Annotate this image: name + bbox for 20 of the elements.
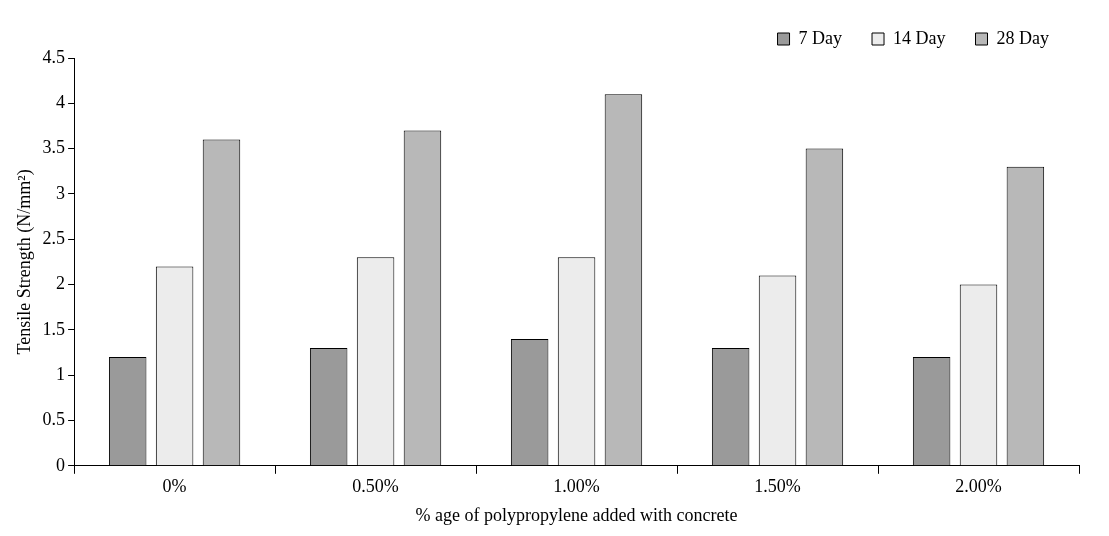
legend-label: 28 Day <box>996 27 1050 48</box>
y-tick-label: 2 <box>56 273 66 294</box>
y-axis-title: Tensile Strength (N/mm²) <box>13 169 35 355</box>
y-tick-label: 4.5 <box>42 46 66 67</box>
y-tick-label: 3.5 <box>42 137 66 158</box>
y-tick-label: 1 <box>56 363 66 384</box>
y-tick-label: 1.5 <box>42 318 66 339</box>
x-tick-label: 1.50% <box>754 476 801 497</box>
x-tick-label: 0.50% <box>352 476 399 497</box>
y-tick-label: 4 <box>56 92 66 113</box>
y-tick-label: 2.5 <box>42 227 66 248</box>
x-axis-title: % age of polypropylene added with concrete <box>415 504 738 525</box>
x-tick-label: 0% <box>162 476 187 497</box>
x-tick-label: 1.00% <box>553 476 600 497</box>
y-tick-label: 3 <box>56 182 66 203</box>
y-tick-label: 0.5 <box>42 409 66 430</box>
y-tick-label: 0 <box>56 454 66 475</box>
x-tick-label: 2.00% <box>955 476 1002 497</box>
legend-label: 7 Day <box>798 27 843 48</box>
legend-label: 14 Day <box>893 27 946 48</box>
